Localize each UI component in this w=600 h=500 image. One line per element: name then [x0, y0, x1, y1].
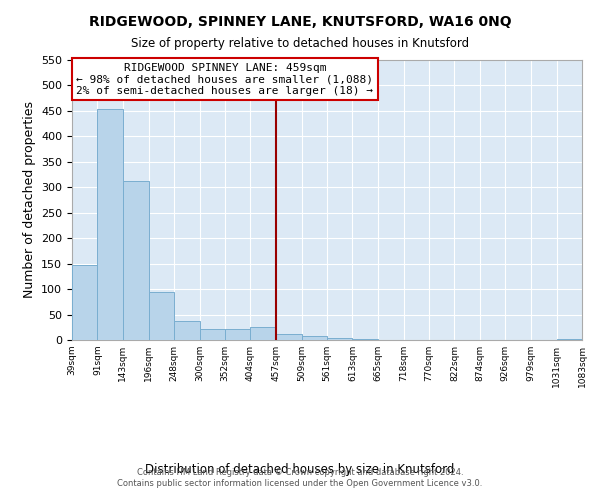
Text: Distribution of detached houses by size in Knutsford: Distribution of detached houses by size … [145, 462, 455, 475]
Text: Size of property relative to detached houses in Knutsford: Size of property relative to detached ho… [131, 38, 469, 51]
Bar [97, 110, 123, 340]
Text: RIDGEWOOD SPINNEY LANE: 459sqm
← 98% of detached houses are smaller (1,088)
2% o: RIDGEWOOD SPINNEY LANE: 459sqm ← 98% of … [77, 63, 373, 96]
Text: RIDGEWOOD, SPINNEY LANE, KNUTSFORD, WA16 0NQ: RIDGEWOOD, SPINNEY LANE, KNUTSFORD, WA16… [89, 15, 511, 29]
Bar [557, 339, 582, 340]
Bar [327, 338, 352, 340]
Bar [276, 334, 302, 340]
Text: Contains HM Land Registry data © Crown copyright and database right 2024.
Contai: Contains HM Land Registry data © Crown c… [118, 468, 482, 487]
Bar [123, 181, 149, 340]
Bar [174, 320, 199, 340]
Bar [149, 292, 174, 340]
Bar [199, 329, 225, 340]
Bar [72, 265, 97, 340]
Bar [250, 328, 276, 340]
Bar [225, 329, 250, 340]
Bar [302, 336, 327, 340]
Y-axis label: Number of detached properties: Number of detached properties [23, 102, 35, 298]
